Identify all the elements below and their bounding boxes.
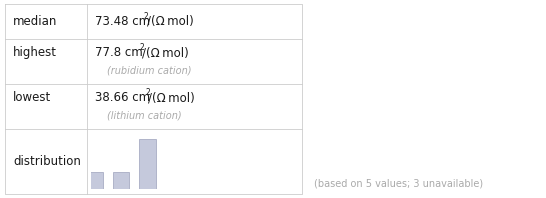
Text: median: median <box>13 15 57 28</box>
Text: 77.8 cm: 77.8 cm <box>95 46 143 59</box>
Text: highest: highest <box>13 46 57 59</box>
Text: (rubidium cation): (rubidium cation) <box>107 66 192 75</box>
Text: 2: 2 <box>145 88 150 96</box>
Text: 2: 2 <box>144 11 149 21</box>
Text: 73.48 cm: 73.48 cm <box>95 15 150 28</box>
Text: 2: 2 <box>139 43 144 51</box>
Text: (based on 5 values; 3 unavailable): (based on 5 values; 3 unavailable) <box>314 179 483 189</box>
Text: /(Ω mol): /(Ω mol) <box>147 15 194 28</box>
Text: 38.66 cm: 38.66 cm <box>95 91 150 104</box>
Text: distribution: distribution <box>13 155 81 168</box>
Text: lowest: lowest <box>13 91 51 104</box>
Text: (lithium cation): (lithium cation) <box>107 110 182 121</box>
Text: /(Ω mol): /(Ω mol) <box>149 91 195 104</box>
Bar <box>139 139 156 189</box>
Bar <box>86 172 103 189</box>
Bar <box>112 172 129 189</box>
Text: /(Ω mol): /(Ω mol) <box>143 46 189 59</box>
